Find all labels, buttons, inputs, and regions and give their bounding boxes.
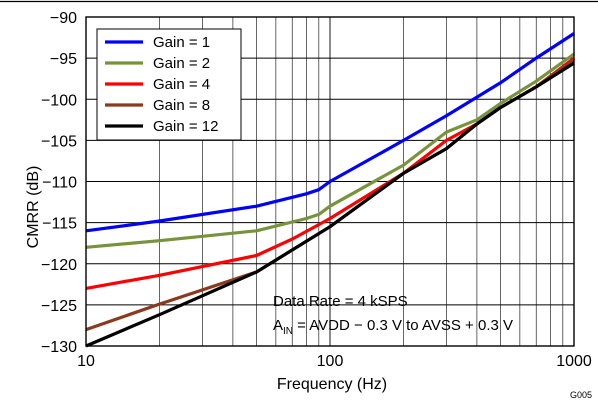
y-tick-label: −120	[41, 257, 77, 274]
y-tick-label: −115	[42, 216, 77, 233]
x-tick-label: 10	[77, 353, 95, 370]
y-tick-label: −105	[41, 133, 77, 150]
annotation-ain-rest: = AVDD − 0.3 V to AVSS + 0.3 V	[293, 317, 513, 334]
x-axis-title: Frequency (Hz)	[277, 376, 387, 393]
x-tick-label: 100	[317, 353, 344, 370]
legend-label: Gain = 8	[153, 97, 210, 114]
y-tick-label: −130	[41, 339, 77, 356]
y-tick-label: −95	[50, 51, 77, 68]
y-tick-label: −90	[50, 10, 77, 27]
series-line-gain-5	[85, 61, 575, 348]
legend-label: Gain = 1	[153, 34, 210, 51]
grid	[86, 17, 574, 346]
x-tick-label: 1000	[556, 353, 592, 370]
annotation-ain-sub: IN	[283, 326, 293, 337]
series-line-gain-1	[85, 32, 575, 233]
x-axis-ticks: 10 100 1000	[77, 353, 592, 370]
plot-frame	[85, 16, 575, 347]
y-axis-title: CMRR (dB)	[25, 166, 42, 249]
legend-label: Gain = 12	[153, 118, 218, 135]
y-axis-ticks: −90 −95 −100 −105 −110 −115 −120 −125 −130	[41, 10, 77, 356]
annotation-data-rate: Data Rate = 4 kSPS	[273, 293, 408, 310]
annotation-ain-main: A	[273, 317, 283, 334]
legend-label: Gain = 2	[153, 55, 210, 72]
y-tick-label: −125	[41, 298, 77, 315]
annotation-input-range: AIN = AVDD − 0.3 V to AVSS + 0.3 V	[273, 317, 513, 337]
y-tick-label: −100	[41, 92, 77, 109]
legend: Gain = 1 Gain = 2 Gain = 4 Gain = 8 Gain = 1…	[96, 28, 242, 141]
legend-label: Gain = 4	[153, 76, 210, 93]
series-group	[85, 32, 575, 348]
figure-id: G005	[570, 390, 592, 400]
series-line-gain-2	[85, 52, 575, 249]
y-tick-label: −110	[42, 175, 77, 192]
